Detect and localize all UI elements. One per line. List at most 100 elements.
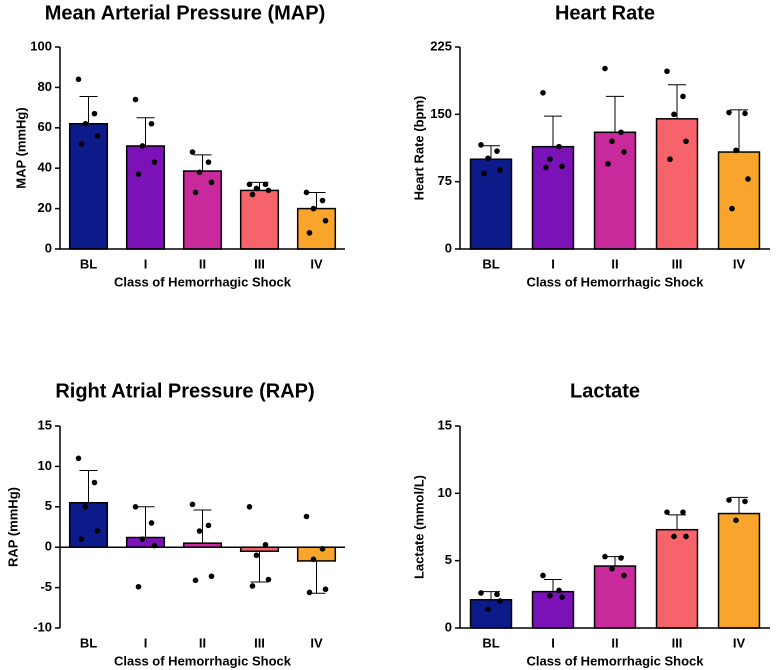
y-axis-label: Heart Rate (bpm) [411, 96, 426, 201]
x-tick-label: I [144, 256, 148, 271]
bar [593, 131, 637, 250]
data-point [497, 598, 503, 604]
data-point [189, 501, 196, 508]
data-point [559, 163, 565, 170]
data-point [478, 590, 484, 596]
data-point [618, 129, 624, 136]
data-point [733, 147, 739, 154]
bar-chart: Right Atrial Pressure (RAP) RAP (mmHg) -10… [5, 380, 345, 668]
data-point [205, 522, 212, 529]
y-tick-label: 75 [438, 173, 452, 188]
bar-chart: Mean Arterial Pressure (MAP) MAP (mmHg) 0 2… [13, 2, 345, 289]
x-tick-label: IV [310, 256, 323, 271]
x-axis-label: Class of Hemorrhagic Shock [527, 653, 705, 668]
data-point [543, 164, 549, 171]
data-point [135, 583, 142, 590]
data-point [246, 504, 253, 510]
data-point [189, 149, 196, 155]
data-point [306, 589, 313, 596]
data-point [253, 185, 260, 192]
bar [469, 598, 513, 629]
data-point [742, 498, 748, 505]
chart-title: Right Atrial Pressure (RAP) [55, 380, 314, 402]
data-point [667, 156, 673, 163]
data-point [303, 189, 310, 196]
y-tick-label: 5 [445, 552, 452, 567]
data-point [303, 513, 310, 520]
data-point [726, 109, 732, 116]
data-point [310, 556, 317, 563]
data-point [265, 187, 272, 194]
data-point [192, 577, 199, 584]
data-point [132, 504, 139, 510]
bar [655, 118, 699, 250]
data-point [139, 536, 146, 542]
y-tick-label: 225 [430, 38, 452, 53]
bar [125, 536, 166, 548]
data-point [192, 189, 199, 196]
data-point [556, 143, 562, 150]
bar [239, 189, 280, 250]
x-tick-label: I [551, 635, 555, 650]
x-tick-label: III [254, 635, 265, 650]
chart-title: Heart Rate [555, 2, 655, 24]
data-point [547, 592, 553, 599]
y-tick-label: 5 [45, 498, 52, 513]
y-tick-label: -10 [33, 619, 52, 634]
data-point [478, 142, 484, 148]
x-tick-label: III [254, 256, 265, 271]
y-tick-label: 0 [445, 240, 452, 255]
data-point [664, 509, 670, 515]
x-tick-label: II [199, 635, 206, 650]
data-point [82, 120, 89, 127]
x-axis-label: Class of Hemorrhagic Shock [527, 274, 705, 289]
chart-title: Mean Arterial Pressure (MAP) [45, 2, 325, 24]
x-tick-label: I [551, 256, 555, 271]
bar [296, 207, 337, 250]
data-point [91, 479, 98, 486]
data-point [208, 573, 215, 580]
data-point [683, 533, 689, 540]
data-point [664, 68, 670, 75]
y-tick-label: 10 [438, 485, 452, 500]
bar [68, 123, 109, 250]
x-tick-label: II [611, 256, 618, 271]
data-point [609, 138, 615, 145]
data-point [485, 606, 491, 612]
x-axis-label: Class of Hemorrhagic Shock [114, 274, 292, 289]
data-point [94, 528, 101, 534]
x-axis-label: Class of Hemorrhagic Shock [114, 653, 292, 668]
data-point [78, 141, 85, 147]
data-point [196, 528, 203, 534]
bar [655, 528, 699, 629]
data-point [683, 138, 689, 145]
data-point [196, 169, 203, 176]
data-point [671, 533, 677, 540]
data-point [680, 509, 686, 515]
y-axis-label: MAP (mmHg) [13, 107, 28, 188]
x-tick-label: II [199, 256, 206, 271]
data-point [205, 159, 212, 165]
y-tick-label: 80 [38, 79, 52, 94]
data-point [540, 89, 546, 96]
y-axis-label: Lactate (mmol/L) [411, 475, 426, 579]
data-point [306, 230, 313, 236]
data-point [680, 93, 686, 100]
y-tick-label: 150 [430, 106, 452, 121]
data-point [75, 76, 82, 83]
data-point [322, 217, 329, 224]
y-tick-label: 15 [438, 417, 452, 432]
data-point [559, 594, 565, 600]
y-axis-label: RAP (mmHg) [5, 487, 20, 567]
data-point [253, 552, 260, 559]
x-tick-label: BL [482, 256, 499, 271]
bar [717, 512, 761, 629]
data-point [497, 167, 503, 173]
bar [531, 145, 575, 250]
data-point [618, 555, 624, 561]
data-point [249, 191, 256, 198]
data-point [729, 205, 735, 212]
y-tick-label: 20 [38, 200, 52, 215]
